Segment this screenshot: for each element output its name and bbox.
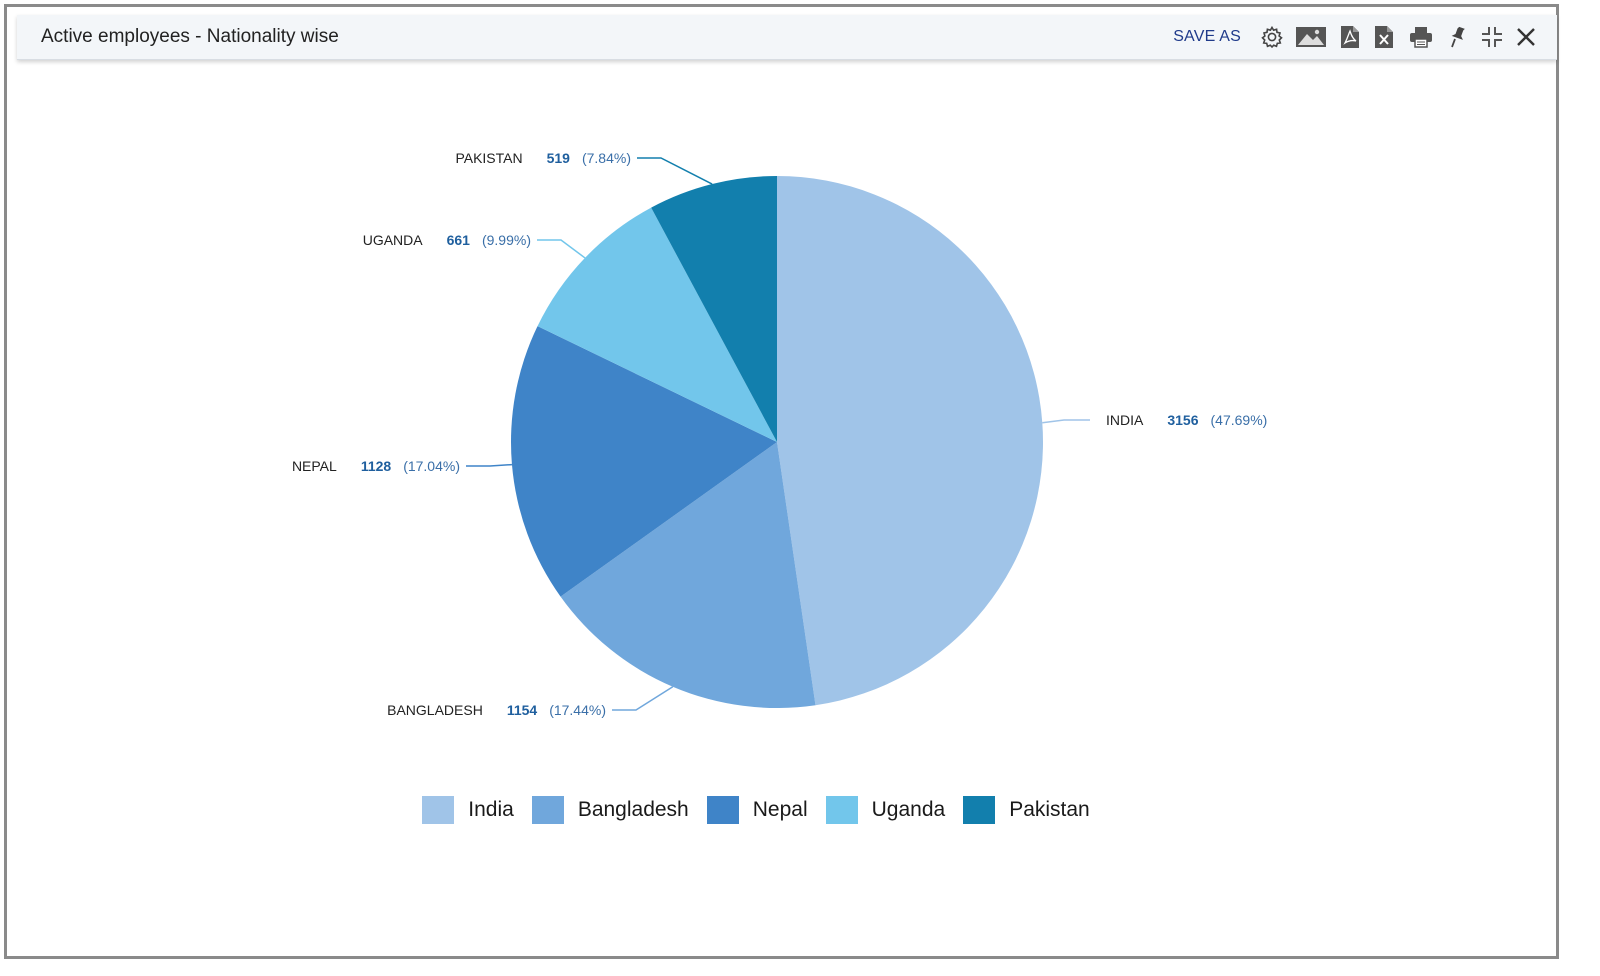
- title-bar: Active employees - Nationality wise SAVE…: [17, 15, 1557, 60]
- gear-icon[interactable]: [1255, 22, 1289, 52]
- slice-label-bangladesh: BANGLADESH 1154 (17.44%): [387, 702, 606, 718]
- legend-label: Nepal: [752, 798, 808, 821]
- pie-slice-bangladesh[interactable]: [560, 442, 816, 708]
- pdf-icon[interactable]: [1333, 22, 1367, 52]
- slice-label-uganda: UGANDA 661 (9.99%): [363, 232, 531, 248]
- legend-swatch: [706, 796, 739, 824]
- legend-item-india[interactable]: India: [422, 796, 514, 824]
- leader-line-pakistan: [637, 157, 713, 185]
- legend-label: Bangladesh: [577, 798, 689, 821]
- legend-item-pakistan[interactable]: Pakistan: [963, 796, 1090, 824]
- pie-slice-pakistan[interactable]: [651, 176, 777, 442]
- chart-title: Active employees - Nationality wise: [41, 26, 339, 47]
- slice-label-pakistan: PAKISTAN 519 (7.84%): [455, 150, 631, 166]
- legend-swatch: [531, 796, 564, 824]
- legend-swatch: [963, 796, 996, 824]
- pie-slice-nepal[interactable]: [511, 326, 777, 597]
- close-icon[interactable]: [1509, 22, 1543, 52]
- excel-icon[interactable]: [1367, 22, 1401, 52]
- legend-swatch: [422, 796, 455, 824]
- chart-legend: India Bangladesh Nepal Uganda Pakistan: [0, 796, 1512, 824]
- collapse-icon[interactable]: [1475, 22, 1509, 52]
- pin-icon[interactable]: [1441, 22, 1475, 52]
- legend-label: India: [468, 798, 514, 821]
- leader-line-india: [1042, 419, 1090, 424]
- save-as-button[interactable]: SAVE AS: [1173, 28, 1241, 45]
- legend-item-bangladesh[interactable]: Bangladesh: [531, 796, 689, 824]
- legend-swatch: [825, 796, 858, 824]
- leader-line-nepal: [466, 463, 513, 467]
- toolbar: SAVE AS: [1173, 22, 1543, 52]
- legend-item-nepal[interactable]: Nepal: [706, 796, 808, 824]
- legend-item-uganda[interactable]: Uganda: [825, 796, 946, 824]
- slice-label-india: INDIA 3156 (47.69%): [1106, 412, 1267, 428]
- leader-line-bangladesh: [612, 686, 674, 711]
- leader-line-uganda: [537, 239, 586, 259]
- image-icon[interactable]: [1289, 22, 1333, 52]
- legend-label: Pakistan: [1009, 798, 1090, 821]
- pie-slice-india[interactable]: [777, 176, 1043, 706]
- pie-slice-uganda[interactable]: [537, 207, 777, 442]
- print-icon[interactable]: [1401, 22, 1441, 52]
- slice-label-nepal: NEPAL 1128 (17.04%): [292, 458, 460, 474]
- legend-label: Uganda: [871, 798, 946, 821]
